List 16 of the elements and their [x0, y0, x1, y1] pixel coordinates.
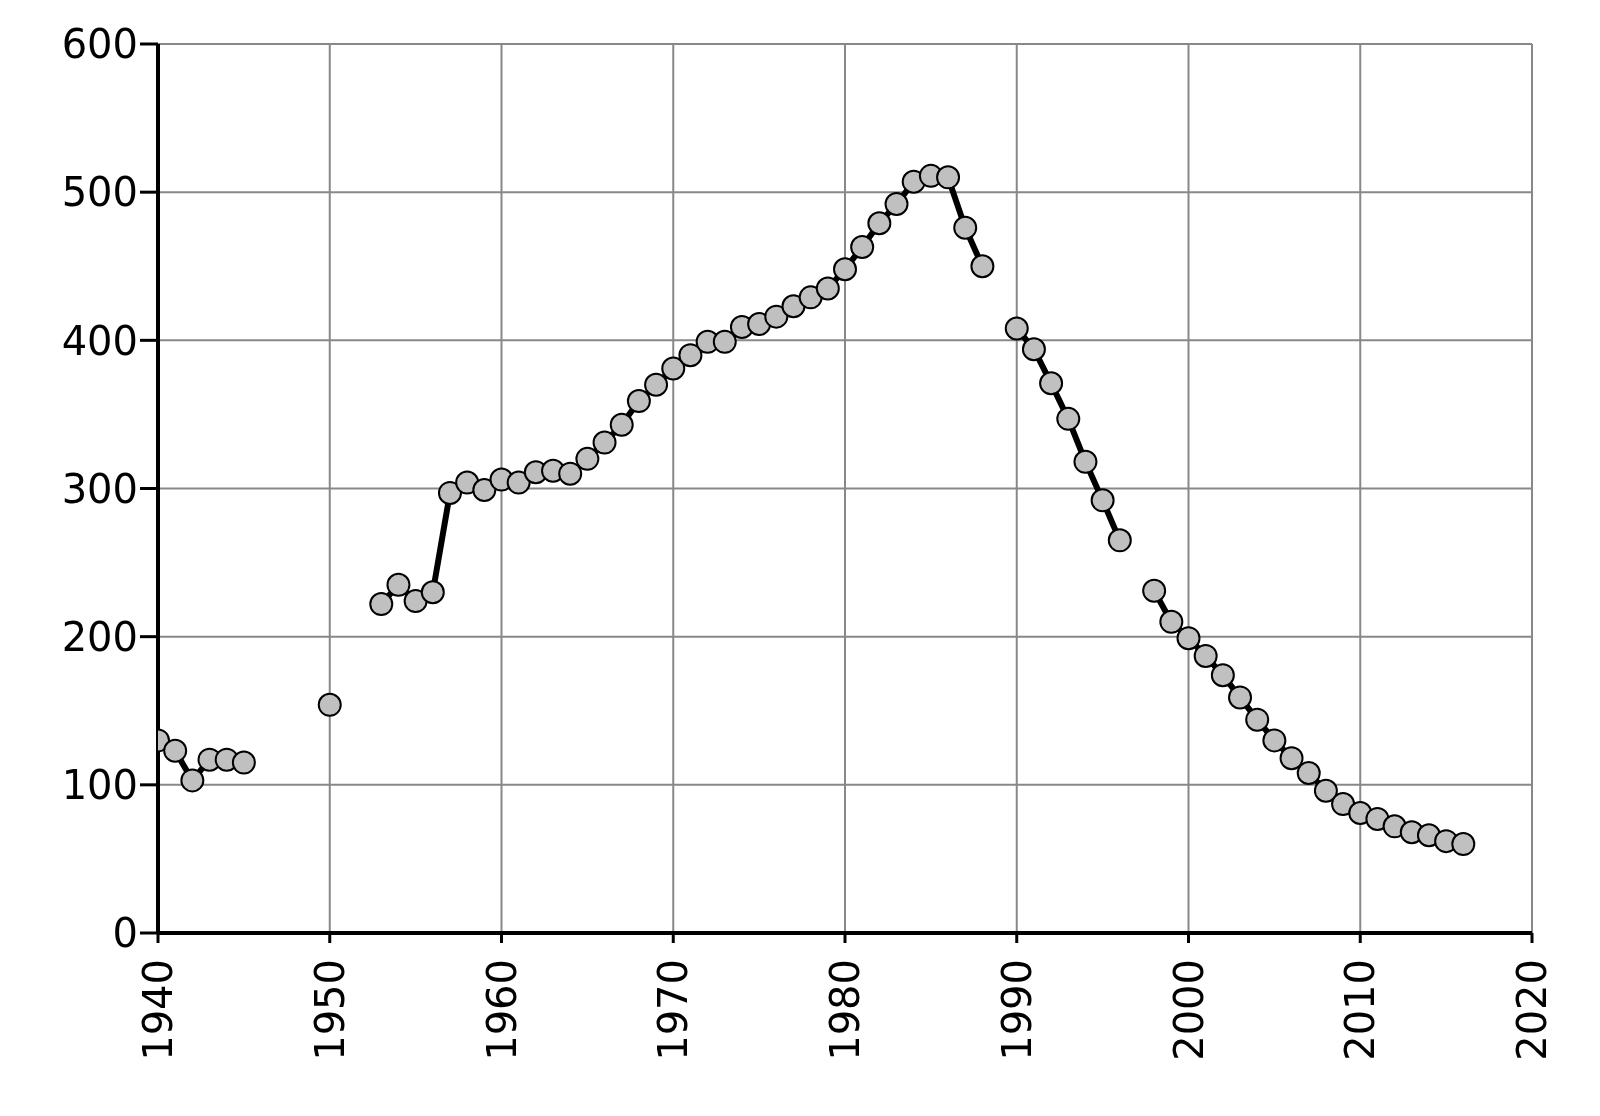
- x-tick-label: 1950: [306, 959, 353, 1061]
- x-tick-label: 1980: [822, 959, 868, 1061]
- x-tick-label: 2020: [1509, 959, 1555, 1061]
- y-tick-label: 200: [61, 613, 138, 660]
- x-tick-label: 1970: [650, 959, 697, 1061]
- x-tick-label: 1990: [993, 959, 1040, 1061]
- y-tick-label: 600: [61, 21, 138, 68]
- x-tick-label: 1960: [478, 959, 525, 1061]
- y-tick-label: 300: [61, 465, 138, 512]
- x-tick-label: 1940: [135, 959, 181, 1061]
- y-tick-label: 500: [61, 169, 138, 216]
- y-tick-label: 400: [61, 317, 138, 364]
- y-tick-label: 100: [61, 762, 138, 809]
- y-tick-label: 0: [112, 910, 138, 957]
- x-tick-label: 2000: [1165, 959, 1212, 1061]
- x-tick-label: 2010: [1337, 959, 1384, 1061]
